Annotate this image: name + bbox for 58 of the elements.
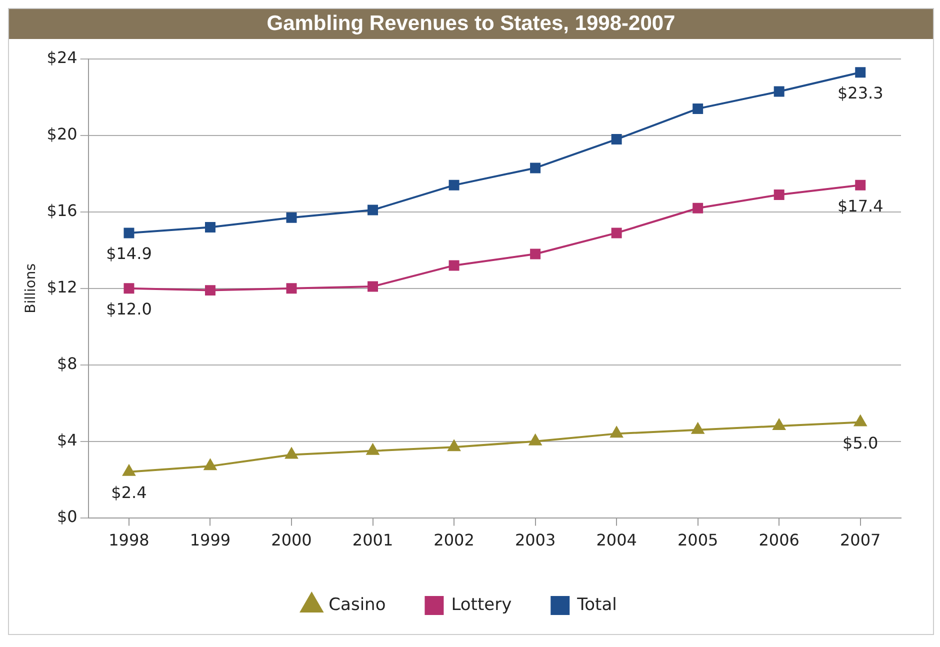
x-tick-label: 2003	[514, 530, 556, 550]
point	[368, 204, 378, 216]
point	[692, 422, 704, 434]
point	[448, 180, 460, 190]
x-tick-label: 1998	[108, 530, 150, 550]
point	[286, 283, 297, 294]
x-tick-label: 2000	[271, 530, 312, 550]
point	[204, 459, 216, 470]
data-label: $5.0	[842, 433, 878, 452]
x-tick-label: 2007	[840, 530, 881, 550]
point	[204, 285, 216, 296]
y-tick-label: $16	[46, 201, 78, 220]
point	[692, 202, 704, 214]
x-tick-label: 2002	[434, 530, 474, 550]
legend-label: Lottery	[451, 594, 512, 615]
point	[124, 228, 134, 238]
point	[530, 162, 541, 174]
point	[772, 419, 786, 430]
y-tick-label: $12	[46, 278, 78, 297]
point	[611, 228, 622, 238]
x-tick-label: 2001	[352, 530, 394, 550]
x-tick-label: 1999	[190, 530, 231, 550]
data-label: $17.4	[837, 196, 884, 216]
point	[855, 180, 866, 190]
point	[530, 248, 541, 260]
point	[366, 444, 379, 455]
x-tick-label: 2006	[758, 530, 800, 550]
x-tick-label: 2005	[677, 530, 718, 550]
point	[122, 464, 136, 476]
chart-title: Gambling Revenues to States, 1998-2007	[9, 9, 933, 39]
point	[774, 189, 784, 200]
point	[368, 281, 378, 292]
point	[286, 212, 297, 223]
y-tick-label: $0	[56, 506, 78, 526]
y-tick-label: $4	[56, 430, 78, 450]
point	[124, 283, 134, 294]
y-tick-label: $24	[46, 48, 78, 68]
point	[611, 134, 622, 145]
point	[774, 86, 784, 97]
legend-label: Casino	[328, 594, 386, 615]
y-tick-label: $20	[46, 124, 78, 144]
point	[854, 415, 867, 426]
point	[204, 222, 216, 232]
data-label: $12.0	[106, 300, 152, 319]
data-label: $23.3	[837, 84, 884, 103]
data-label: $2.4	[111, 483, 147, 502]
point	[692, 103, 704, 114]
point	[285, 448, 298, 459]
data-label: $14.9	[106, 244, 152, 264]
legend-label: Total	[576, 594, 617, 615]
y-tick-label: $8	[56, 354, 78, 374]
y-axis-title: Billions	[23, 263, 40, 314]
point	[448, 260, 460, 271]
x-tick-label: 2004	[596, 530, 637, 550]
point	[529, 434, 542, 446]
point	[448, 440, 460, 452]
point	[610, 426, 623, 438]
point	[855, 67, 866, 78]
